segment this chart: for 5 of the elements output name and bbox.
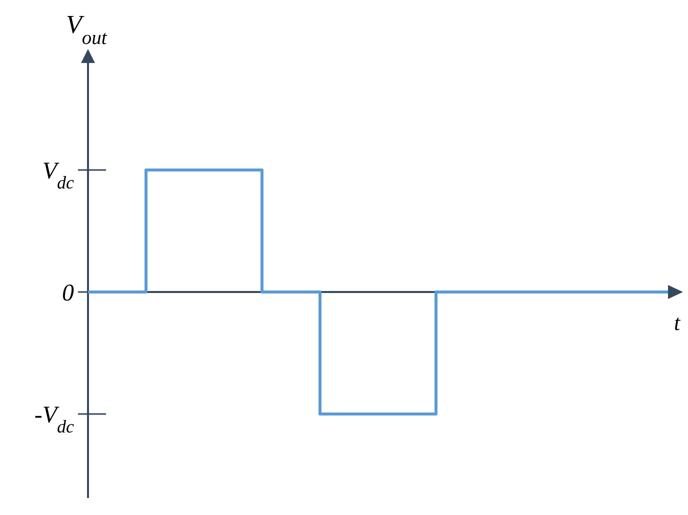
y-axis-title: V$_{out}$ xyxy=(66,10,108,48)
x-axis-title: t xyxy=(674,310,681,335)
text: 0 xyxy=(62,280,74,306)
text: -V$_{dc}$ xyxy=(34,402,74,436)
text: V$_{dc}$ xyxy=(42,158,74,192)
